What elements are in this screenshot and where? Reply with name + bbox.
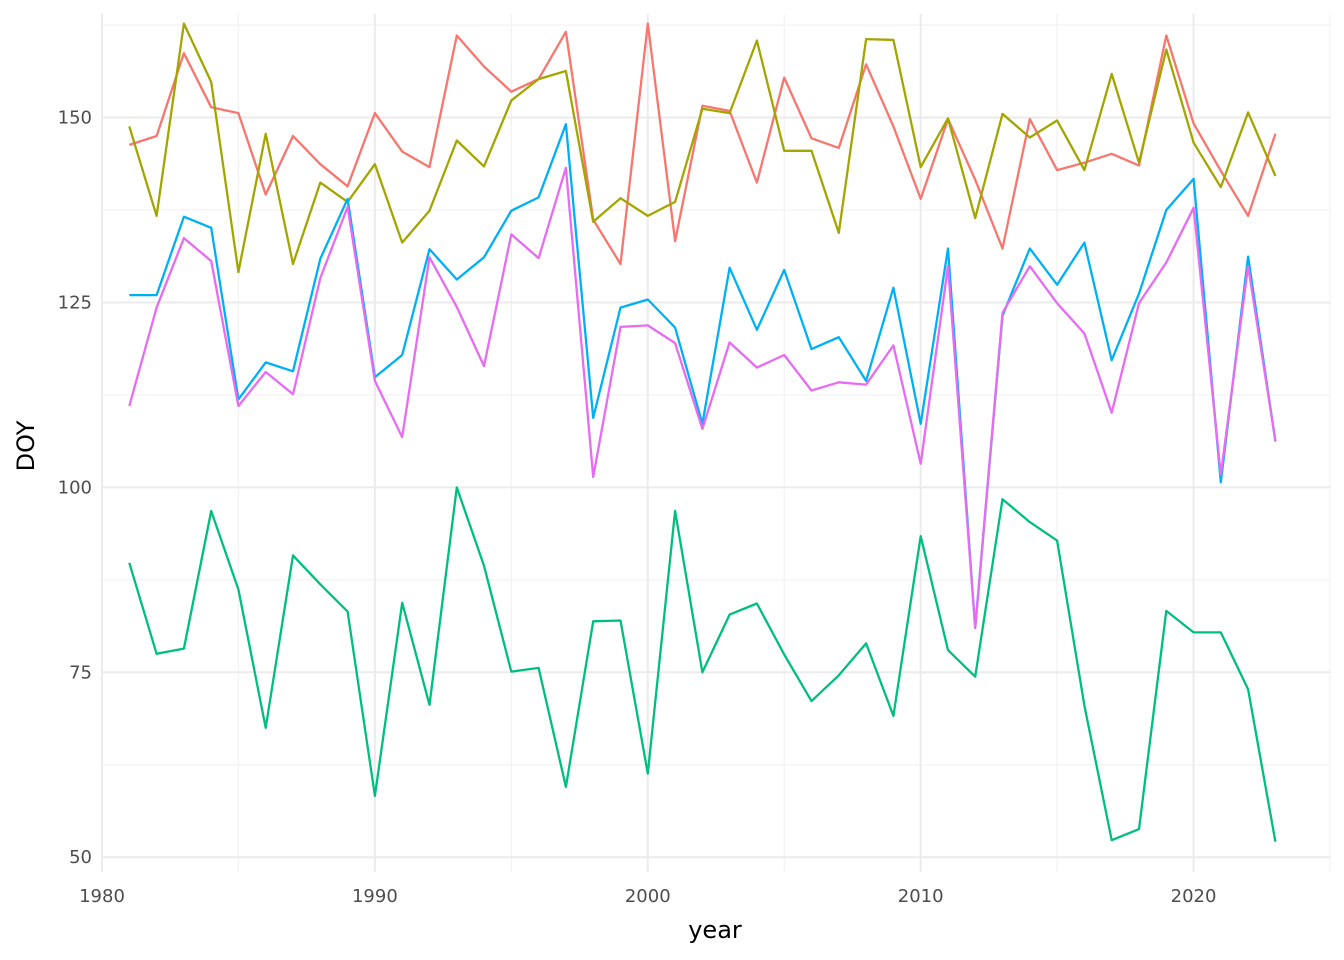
x-axis-title: year bbox=[688, 916, 742, 944]
y-tick-label: 125 bbox=[58, 292, 92, 313]
y-tick-label: 50 bbox=[69, 847, 92, 868]
series-line-2 bbox=[128, 22, 1277, 274]
x-tick-label: 2000 bbox=[625, 886, 671, 907]
x-tick-label: 1980 bbox=[79, 886, 125, 907]
series-line-5 bbox=[128, 166, 1277, 630]
series-lines bbox=[128, 22, 1277, 842]
y-axis-title: DOY bbox=[12, 420, 40, 471]
x-tick-label: 1990 bbox=[352, 886, 398, 907]
y-tick-label: 150 bbox=[58, 108, 92, 129]
x-tick-label: 2020 bbox=[1171, 886, 1217, 907]
x-axis-ticks: 1980 1990 2000 2010 2020 bbox=[79, 886, 1216, 907]
x-tick-label: 2010 bbox=[898, 886, 944, 907]
y-tick-label: 75 bbox=[69, 662, 92, 683]
y-axis-ticks: 50 75 100 125 150 bbox=[58, 108, 92, 869]
y-tick-label: 100 bbox=[58, 477, 92, 498]
series-line-4 bbox=[129, 123, 1277, 630]
series-line-3 bbox=[128, 486, 1277, 842]
grid bbox=[101, 14, 1331, 872]
series-line-1 bbox=[128, 22, 1277, 266]
